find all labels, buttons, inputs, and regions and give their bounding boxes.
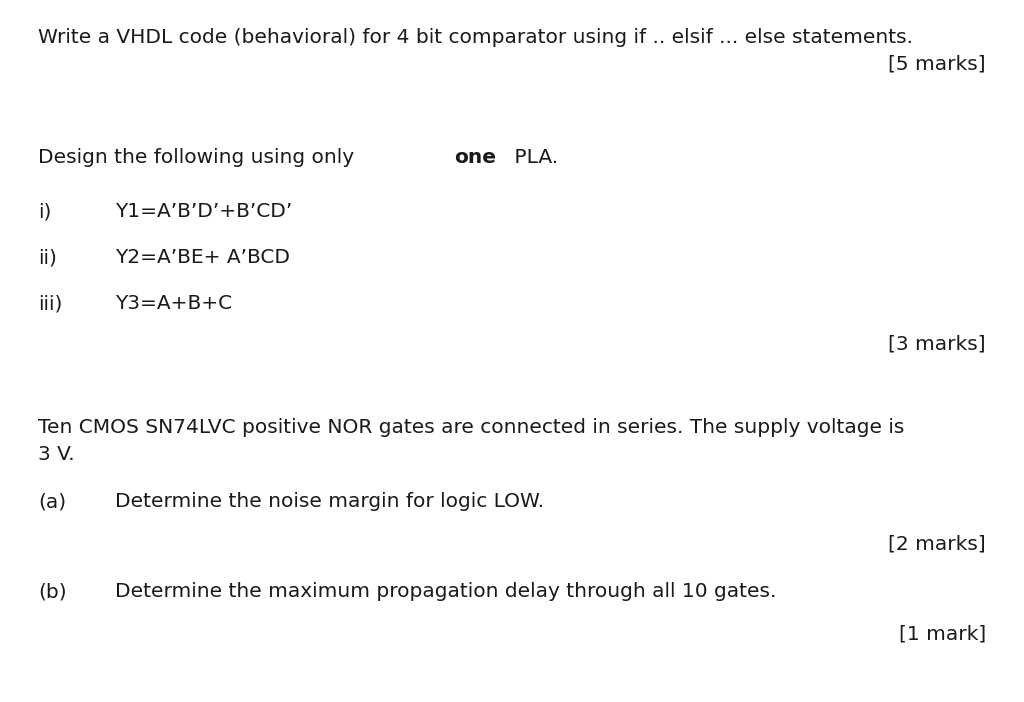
Text: [5 marks]: [5 marks]: [889, 55, 986, 74]
Text: (a): (a): [38, 492, 67, 511]
Text: [3 marks]: [3 marks]: [889, 335, 986, 354]
Text: Y1=A’B’D’+B’CD’: Y1=A’B’D’+B’CD’: [115, 202, 292, 221]
Text: ii): ii): [38, 248, 57, 267]
Text: [2 marks]: [2 marks]: [888, 535, 986, 554]
Text: Determine the noise margin for logic LOW.: Determine the noise margin for logic LOW…: [115, 492, 544, 511]
Text: one: one: [454, 148, 497, 167]
Text: Write a VHDL code (behavioral) for 4 bit comparator using if .. elsif ... else s: Write a VHDL code (behavioral) for 4 bit…: [38, 28, 913, 47]
Text: 3 V.: 3 V.: [38, 445, 75, 464]
Text: Ten CMOS SN74LVC positive NOR gates are connected in series. The supply voltage : Ten CMOS SN74LVC positive NOR gates are …: [38, 418, 904, 437]
Text: Y2=A’BE+ A’BCD: Y2=A’BE+ A’BCD: [115, 248, 290, 267]
Text: i): i): [38, 202, 51, 221]
Text: PLA.: PLA.: [508, 148, 558, 167]
Text: Determine the maximum propagation delay through all 10 gates.: Determine the maximum propagation delay …: [115, 582, 776, 601]
Text: Y3=A+B+C: Y3=A+B+C: [115, 294, 232, 313]
Text: iii): iii): [38, 294, 62, 313]
Text: Design the following using only: Design the following using only: [38, 148, 360, 167]
Text: [1 mark]: [1 mark]: [899, 625, 986, 644]
Text: (b): (b): [38, 582, 67, 601]
